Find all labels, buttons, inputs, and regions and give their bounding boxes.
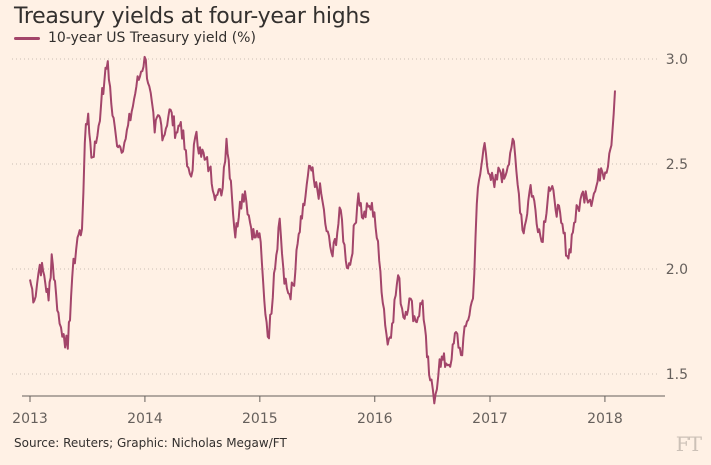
legend-label: 10-year US Treasury yield (%) <box>48 30 256 46</box>
y-tick-label: 3.0 <box>666 52 688 68</box>
x-tick-label: 2016 <box>357 411 393 427</box>
x-tick-label: 2014 <box>127 411 163 427</box>
x-tick-label: 2013 <box>12 411 48 427</box>
ft-logo: FT <box>675 432 702 456</box>
y-tick-label: 2.5 <box>666 157 688 173</box>
legend-swatch <box>14 36 40 40</box>
y-tick-label: 2.0 <box>666 262 688 278</box>
x-tick-label: 2017 <box>472 411 508 427</box>
x-tick-label: 2018 <box>587 411 623 427</box>
y-tick-label: 1.5 <box>666 367 688 383</box>
source-note: Source: Reuters; Graphic: Nicholas Megaw… <box>14 436 287 450</box>
x-tick-label: 2015 <box>242 411 278 427</box>
chart-title: Treasury yields at four-year highs <box>14 4 371 29</box>
legend: 10-year US Treasury yield (%) <box>14 30 256 46</box>
series-line <box>29 55 616 405</box>
